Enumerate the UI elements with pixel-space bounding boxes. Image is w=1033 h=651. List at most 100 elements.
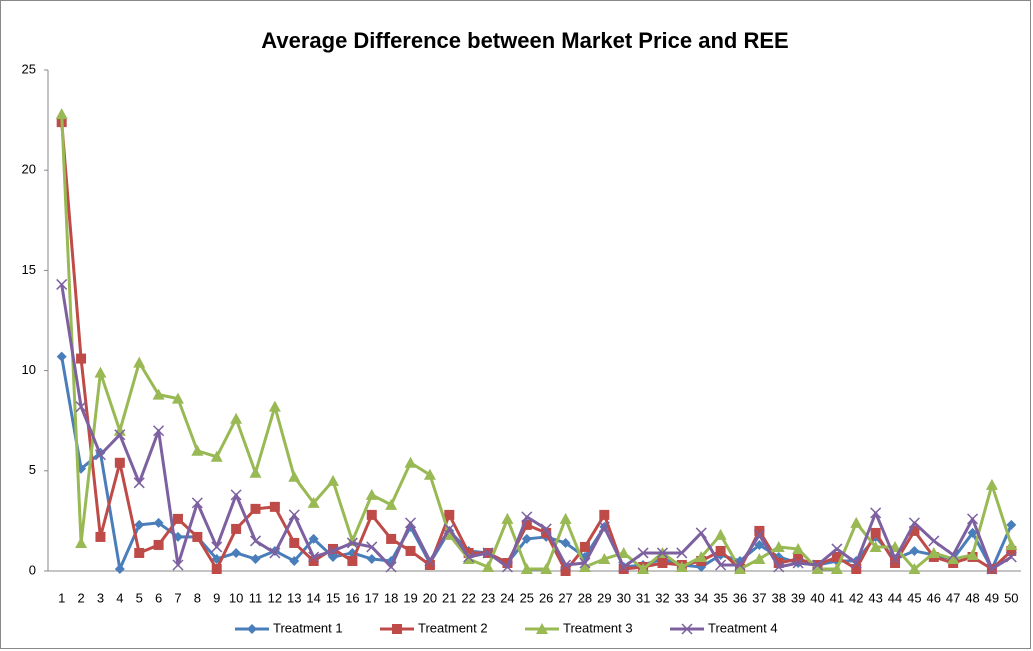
data-point xyxy=(404,517,417,529)
data-point xyxy=(715,545,726,556)
data-point xyxy=(501,512,514,524)
data-point xyxy=(386,533,397,544)
legend-label: Treatment 2 xyxy=(418,620,488,635)
x-tick-label: 13 xyxy=(287,590,301,605)
legend-label: Treatment 1 xyxy=(273,620,343,635)
x-tick-label: 1 xyxy=(58,590,65,605)
data-point xyxy=(191,497,203,509)
data-point xyxy=(327,474,340,486)
y-tick-label: 5 xyxy=(29,462,36,477)
data-point xyxy=(171,392,184,404)
x-tick-label: 9 xyxy=(213,590,220,605)
data-point xyxy=(773,557,784,568)
data-point xyxy=(734,559,746,571)
data-point xyxy=(831,551,842,562)
data-point xyxy=(754,539,765,550)
data-point xyxy=(172,513,183,524)
x-tick-label: 10 xyxy=(229,590,243,605)
y-tick-label: 15 xyxy=(22,262,36,277)
data-point xyxy=(289,555,300,566)
data-point xyxy=(966,548,979,560)
data-point xyxy=(967,527,978,538)
data-point xyxy=(94,366,107,378)
x-tick-label: 24 xyxy=(500,590,514,605)
data-point xyxy=(753,552,766,564)
x-tick-label: 14 xyxy=(306,590,320,605)
data-point xyxy=(792,557,804,569)
data-point xyxy=(927,546,940,558)
data-point xyxy=(909,525,920,536)
data-point xyxy=(986,563,998,575)
data-point xyxy=(482,560,495,572)
data-point xyxy=(424,555,436,567)
data-point xyxy=(869,540,882,552)
data-point xyxy=(94,449,106,461)
series-line xyxy=(60,114,1013,571)
data-point xyxy=(114,457,125,468)
data-point xyxy=(231,523,242,534)
data-point xyxy=(113,424,126,436)
x-tick-label: 16 xyxy=(345,590,359,605)
data-point xyxy=(133,356,146,368)
data-point xyxy=(463,547,474,558)
data-point xyxy=(657,557,668,568)
data-point xyxy=(211,563,222,574)
data-point xyxy=(733,562,746,574)
data-point xyxy=(424,559,435,570)
x-tick-label: 35 xyxy=(713,590,727,605)
x-tick-label: 33 xyxy=(675,590,689,605)
data-point xyxy=(443,523,455,535)
data-point xyxy=(56,351,67,362)
y-tick-label: 0 xyxy=(29,562,36,577)
x-tick-label: 3 xyxy=(97,590,104,605)
data-point xyxy=(637,547,649,559)
data-point xyxy=(599,509,610,520)
data-point xyxy=(1005,538,1018,550)
data-point xyxy=(114,563,125,574)
data-point xyxy=(76,353,87,364)
x-tick-label: 28 xyxy=(578,590,592,605)
data-point xyxy=(328,543,339,554)
data-point xyxy=(540,562,553,574)
data-point xyxy=(772,540,785,552)
data-point xyxy=(811,559,824,571)
data-point xyxy=(153,425,165,437)
data-point xyxy=(617,546,630,558)
data-point xyxy=(501,561,513,573)
data-point xyxy=(618,563,629,574)
legend-marker xyxy=(247,624,257,634)
x-tick-label: 45 xyxy=(907,590,921,605)
data-point xyxy=(249,535,262,547)
data-point xyxy=(792,542,805,554)
x-tick-label: 7 xyxy=(174,590,181,605)
x-tick-label: 46 xyxy=(927,590,941,605)
data-point xyxy=(210,450,223,462)
data-point xyxy=(192,531,203,542)
x-tick-label: 4 xyxy=(116,590,123,605)
x-tick-label: 8 xyxy=(194,590,201,605)
data-point xyxy=(114,429,126,441)
x-tick-label: 37 xyxy=(752,590,766,605)
data-point xyxy=(540,523,552,535)
data-point xyxy=(811,562,824,574)
data-point xyxy=(308,533,319,544)
data-point xyxy=(1006,519,1017,530)
data-point xyxy=(308,555,319,566)
data-point xyxy=(366,509,377,520)
data-point xyxy=(55,108,68,120)
x-tick-label: 20 xyxy=(423,590,437,605)
data-point xyxy=(579,541,590,552)
x-tick-label: 31 xyxy=(636,590,650,605)
data-point xyxy=(191,444,204,456)
data-point xyxy=(715,559,727,571)
data-point xyxy=(153,517,164,528)
x-tick-label: 41 xyxy=(830,590,844,605)
x-tick-label: 18 xyxy=(384,590,398,605)
x-tick-label: 47 xyxy=(946,590,960,605)
data-point xyxy=(231,547,242,558)
data-point xyxy=(385,561,397,573)
data-point xyxy=(908,517,920,529)
data-point xyxy=(947,549,959,561)
data-point xyxy=(521,519,532,530)
data-point xyxy=(249,466,262,478)
